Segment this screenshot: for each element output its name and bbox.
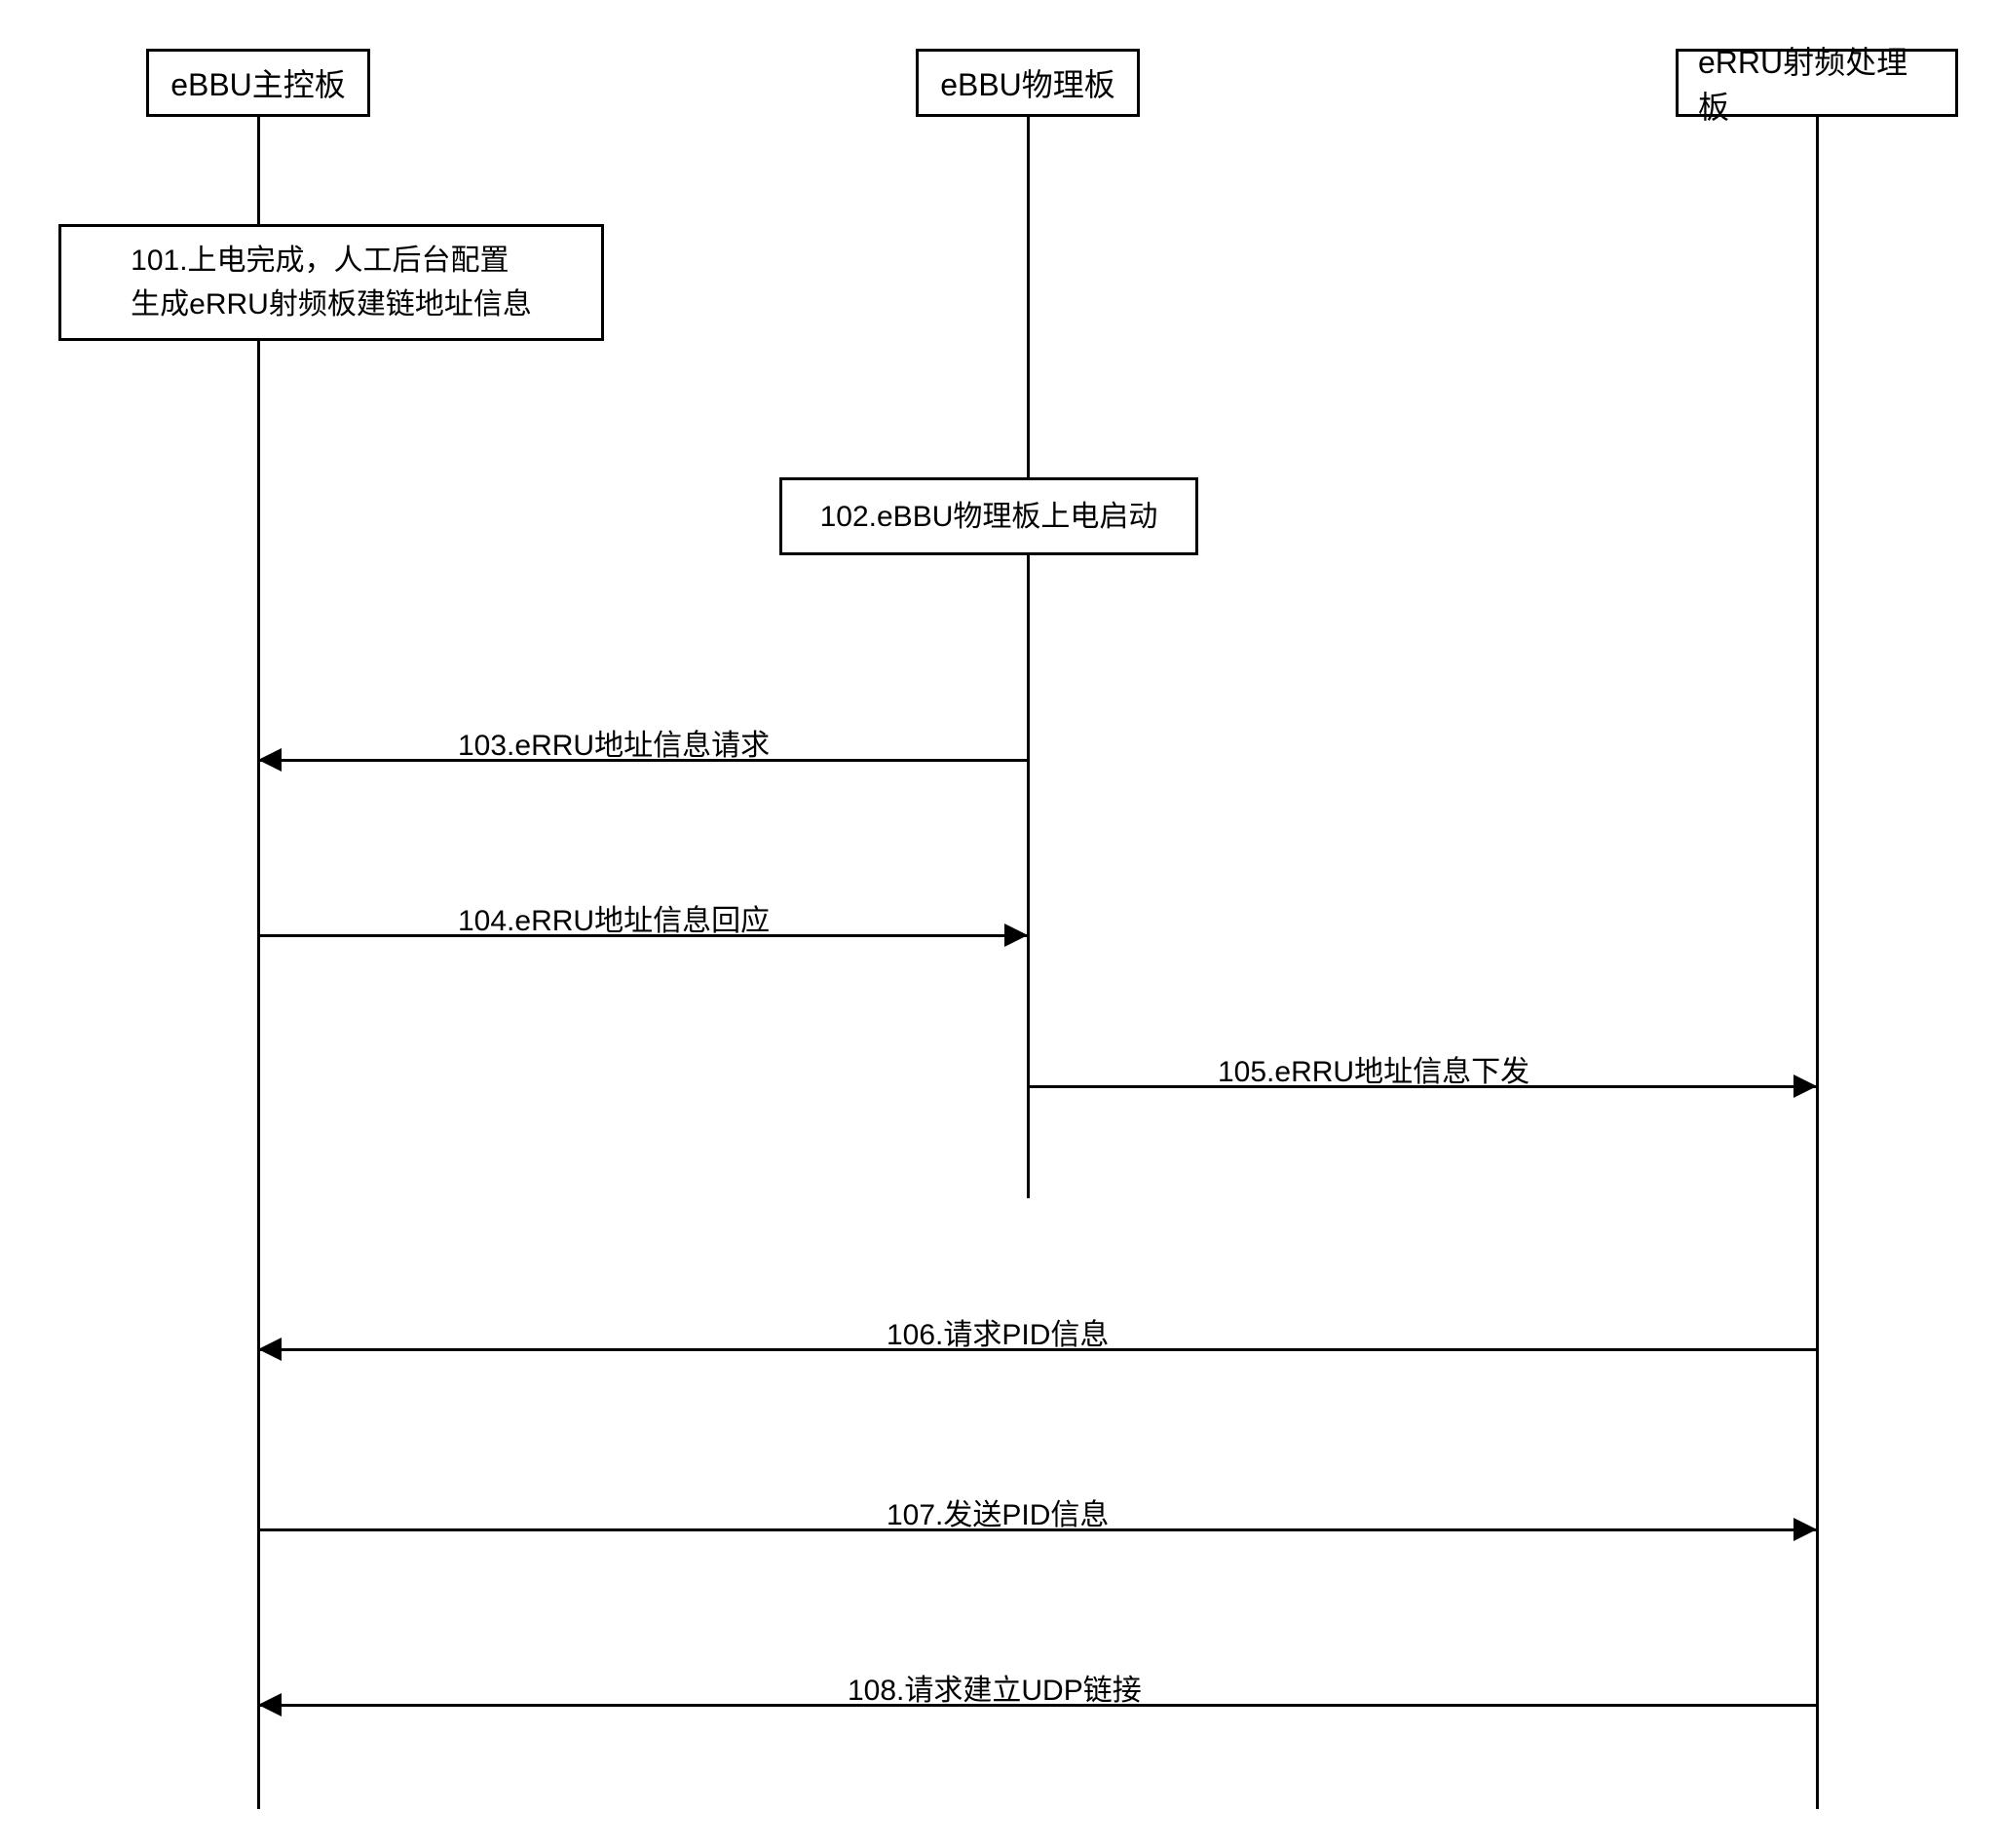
participant-erru-rf: eRRU射频处理板 bbox=[1676, 49, 1958, 117]
message-107-arrow-icon bbox=[1793, 1518, 1817, 1541]
message-108-label: 108.请求建立UDP链接 bbox=[848, 1666, 1142, 1709]
message-106-arrow-icon bbox=[258, 1338, 282, 1361]
note-text: 102.eBBU物理板上电启动 bbox=[820, 495, 1158, 539]
note-text: 101.上电完成，人工后台配置 生成eRRU射频板建链地址信息 bbox=[131, 239, 532, 326]
message-105-label: 105.eRRU地址信息下发 bbox=[1218, 1047, 1529, 1090]
note-101: 101.上电完成，人工后台配置 生成eRRU射频板建链地址信息 bbox=[58, 224, 604, 341]
participant-label: eBBU物理板 bbox=[940, 60, 1115, 105]
participant-ebbu-phys: eBBU物理板 bbox=[916, 49, 1140, 117]
lifeline-p2 bbox=[1027, 117, 1030, 1198]
note-102: 102.eBBU物理板上电启动 bbox=[779, 477, 1198, 555]
message-104-label: 104.eRRU地址信息回应 bbox=[458, 896, 770, 939]
lifeline-p3 bbox=[1816, 117, 1819, 1809]
participant-label: eBBU主控板 bbox=[170, 60, 346, 105]
message-107-label: 107.发送PID信息 bbox=[887, 1490, 1109, 1533]
message-104-arrow-icon bbox=[1004, 924, 1028, 947]
participant-ebbu-main: eBBU主控板 bbox=[146, 49, 370, 117]
message-106-label: 106.请求PID信息 bbox=[887, 1310, 1109, 1353]
lifeline-p1 bbox=[257, 117, 260, 1809]
message-105-arrow-icon bbox=[1793, 1075, 1817, 1098]
sequence-diagram: eBBU主控板 eBBU物理板 eRRU射频处理板 101.上电完成，人工后台配… bbox=[39, 39, 1962, 1809]
participant-label: eRRU射频处理板 bbox=[1698, 38, 1936, 128]
message-103-arrow-icon bbox=[258, 748, 282, 772]
message-108-arrow-icon bbox=[258, 1693, 282, 1716]
message-103-label: 103.eRRU地址信息请求 bbox=[458, 721, 770, 764]
